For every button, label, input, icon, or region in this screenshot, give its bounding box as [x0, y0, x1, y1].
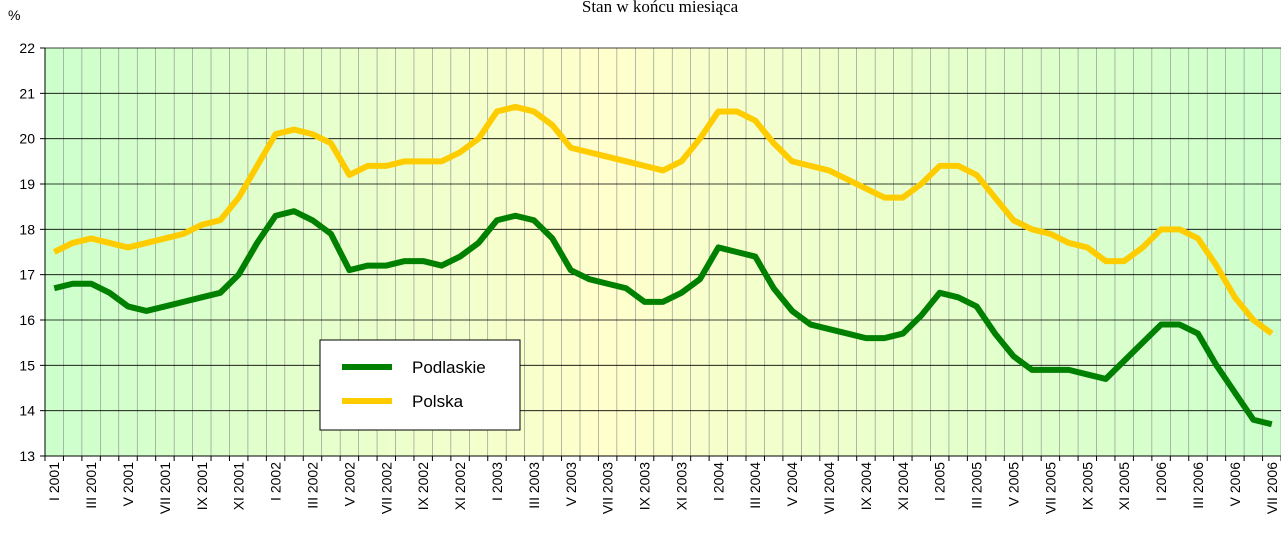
- x-tick-label: XI 2004: [895, 462, 911, 510]
- x-tick-label: V 2001: [120, 462, 136, 507]
- x-tick-label: IX 2001: [194, 462, 210, 510]
- x-tick-label: V 2003: [563, 462, 579, 507]
- x-tick-label: XI 2001: [231, 462, 247, 510]
- x-tick-label: I 2003: [489, 462, 505, 501]
- x-tick-label: XI 2005: [1116, 462, 1132, 510]
- chart-title: Stan w końcu miesiąca: [582, 0, 739, 16]
- x-tick-label: III 2001: [83, 462, 99, 509]
- x-tick-label: V 2006: [1227, 462, 1243, 507]
- x-tick-label: III 2006: [1190, 462, 1206, 509]
- x-tick-label: XI 2003: [673, 462, 689, 510]
- x-tick-label: I 2002: [268, 462, 284, 501]
- y-tick-label: 13: [19, 448, 35, 464]
- y-tick-label: 22: [19, 40, 35, 56]
- x-tick-label: III 2002: [304, 462, 320, 509]
- y-tick-label: 18: [19, 221, 35, 237]
- x-tick-label: VII 2006: [1264, 462, 1280, 514]
- x-tick-label: VII 2004: [821, 462, 837, 514]
- x-tick-label: V 2005: [1006, 462, 1022, 507]
- y-tick-label: 16: [19, 312, 35, 328]
- x-tick-label: IX 2005: [1079, 462, 1095, 510]
- y-tick-label: 14: [19, 403, 35, 419]
- x-tick-label: V 2004: [784, 462, 800, 507]
- x-tick-label: V 2002: [341, 462, 357, 507]
- y-axis-label: %: [8, 7, 20, 23]
- x-tick-label: IX 2004: [858, 462, 874, 510]
- legend-label: Polska: [412, 392, 464, 411]
- x-tick-label: III 2005: [969, 462, 985, 509]
- y-tick-label: 15: [19, 357, 35, 373]
- x-tick-label: I 2005: [932, 462, 948, 501]
- x-tick-label: VII 2001: [157, 462, 173, 514]
- x-tick-label: XI 2002: [452, 462, 468, 510]
- x-tick-label: III 2003: [526, 462, 542, 509]
- x-tick-label: I 2001: [46, 462, 62, 501]
- x-tick-label: I 2006: [1153, 462, 1169, 501]
- x-tick-label: III 2004: [747, 462, 763, 509]
- x-tick-label: VII 2002: [378, 462, 394, 514]
- x-tick-label: IX 2003: [637, 462, 653, 510]
- x-tick-label: VII 2003: [600, 462, 616, 514]
- legend-box: [319, 339, 521, 431]
- y-tick-label: 21: [19, 85, 35, 101]
- legend-label: Podlaskie: [412, 358, 486, 377]
- legend: Podlaskie Polska: [319, 339, 521, 431]
- y-tick-label: 19: [19, 176, 35, 192]
- y-tick-label: 17: [19, 267, 35, 283]
- x-tick-label: IX 2002: [415, 462, 431, 510]
- series-line: [52, 103, 1274, 337]
- y-tick-label: 20: [19, 131, 35, 147]
- x-tick-label: VII 2005: [1042, 462, 1058, 514]
- x-tick-label: I 2004: [710, 462, 726, 501]
- series-line: [53, 208, 1273, 428]
